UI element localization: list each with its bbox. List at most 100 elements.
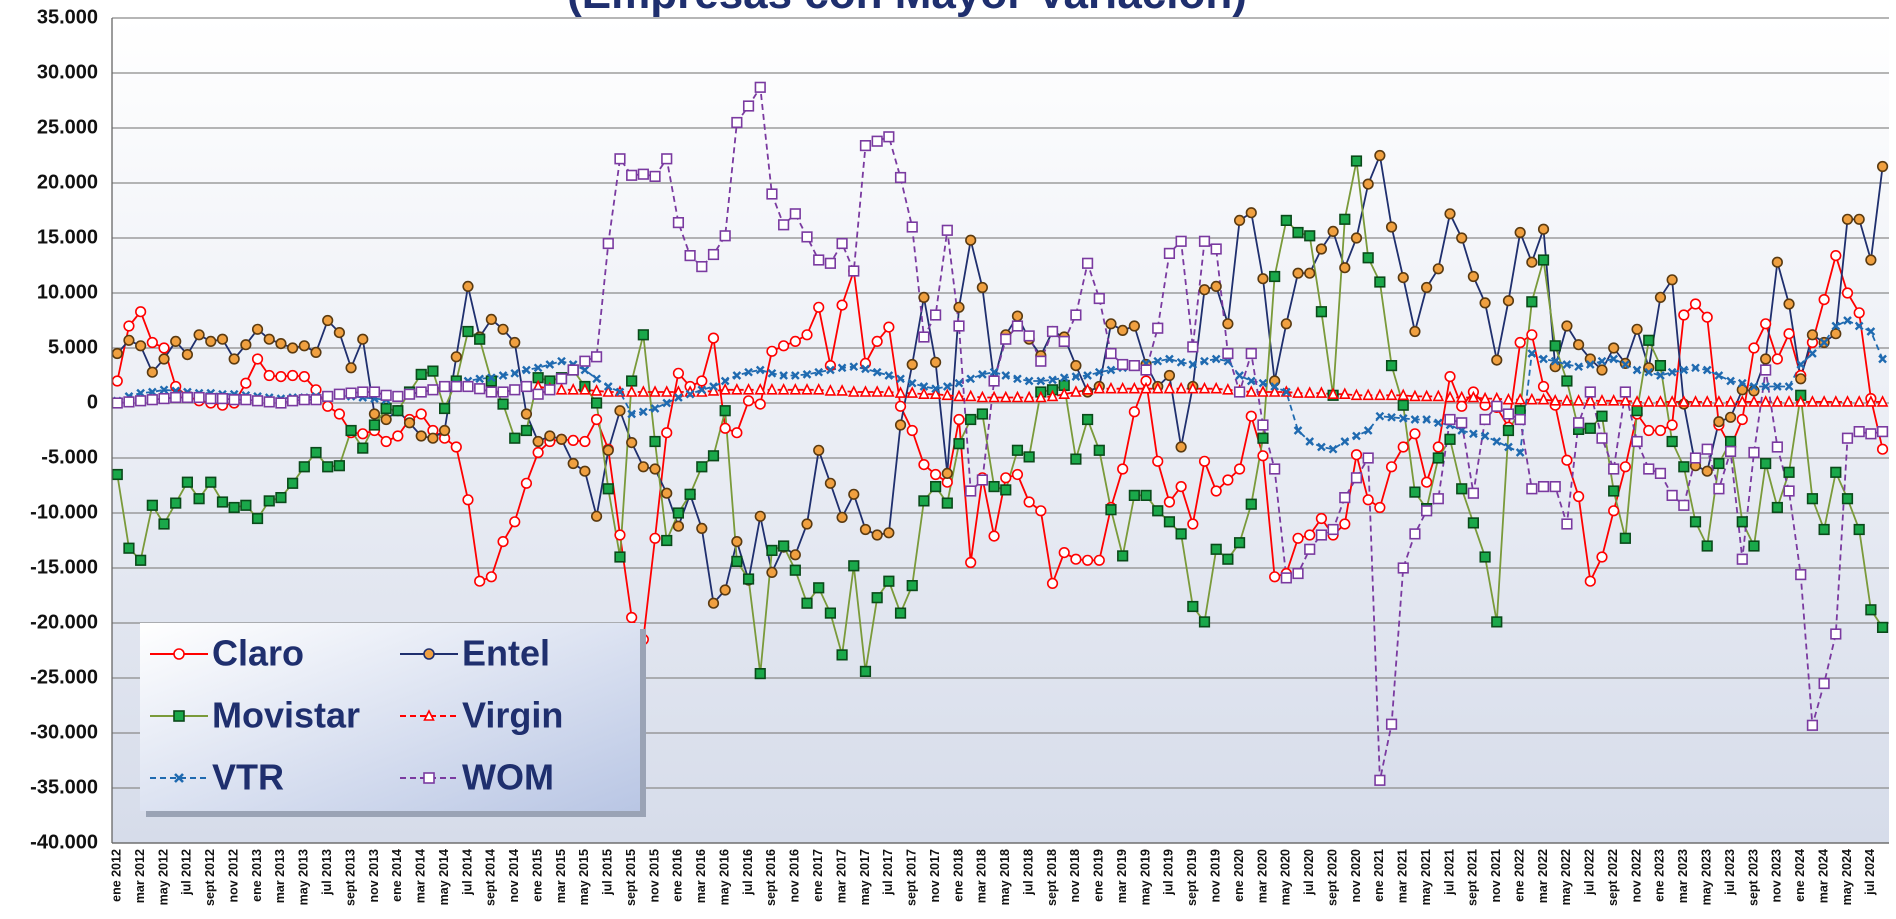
- marker: [1187, 600, 1199, 613]
- series-markers: [111, 81, 1889, 786]
- marker: [1070, 360, 1082, 372]
- marker: [1678, 395, 1690, 407]
- x-tick-label: ene 2021: [1372, 849, 1386, 902]
- x-tick-label: mar 2015: [554, 849, 568, 903]
- marker: [1467, 270, 1479, 283]
- marker: [1046, 577, 1059, 590]
- marker: [906, 358, 918, 371]
- marker: [263, 495, 275, 507]
- marker: [1269, 270, 1281, 283]
- marker: [965, 234, 977, 246]
- marker: [1865, 254, 1877, 266]
- marker: [228, 501, 240, 514]
- marker: [1608, 342, 1620, 354]
- marker: [1643, 463, 1655, 475]
- marker: [661, 534, 673, 547]
- marker: [1678, 309, 1690, 321]
- marker: [813, 444, 825, 456]
- marker: [1397, 399, 1409, 411]
- marker: [1152, 455, 1164, 467]
- marker: [1011, 444, 1024, 456]
- marker: [1773, 382, 1782, 391]
- marker: [1235, 371, 1244, 380]
- x-tick-label: may 2015: [577, 849, 591, 905]
- marker: [1304, 529, 1316, 541]
- marker: [871, 385, 883, 397]
- marker: [1643, 334, 1655, 346]
- marker: [789, 208, 801, 220]
- marker: [1140, 364, 1152, 376]
- marker: [1584, 422, 1596, 434]
- marker: [158, 353, 170, 365]
- marker: [1631, 405, 1643, 417]
- marker: [1070, 309, 1082, 321]
- marker: [1374, 276, 1386, 288]
- marker: [1584, 575, 1596, 587]
- marker: [1456, 417, 1468, 429]
- marker: [1537, 480, 1550, 493]
- marker: [789, 335, 801, 348]
- marker: [1409, 389, 1421, 402]
- marker: [742, 100, 755, 112]
- x-tick-label: mar 2013: [273, 849, 287, 903]
- y-tick-label: 20.000: [37, 171, 98, 193]
- marker: [1385, 718, 1398, 730]
- marker: [111, 468, 123, 481]
- marker: [1070, 453, 1082, 465]
- marker: [555, 373, 568, 385]
- marker: [802, 370, 812, 379]
- marker: [1362, 494, 1374, 506]
- x-tick-label: may 2018: [998, 849, 1012, 905]
- marker: [439, 424, 451, 437]
- marker: [742, 573, 755, 585]
- marker: [742, 395, 755, 407]
- marker: [1106, 365, 1116, 375]
- x-tick-label: nov 2016: [788, 849, 802, 903]
- marker: [1210, 485, 1222, 497]
- marker: [1011, 320, 1024, 332]
- marker: [1093, 444, 1105, 456]
- marker: [697, 385, 707, 395]
- marker: [146, 499, 158, 511]
- marker: [590, 384, 603, 396]
- marker: [1854, 321, 1864, 331]
- marker: [649, 170, 661, 183]
- x-tick-label: nov 2021: [1489, 849, 1503, 903]
- marker: [181, 349, 194, 361]
- marker: [918, 387, 930, 399]
- marker: [159, 385, 169, 395]
- x-tick-label: mar 2014: [414, 849, 428, 903]
- marker: [755, 365, 765, 375]
- x-tick-label: ene 2019: [1092, 849, 1106, 902]
- marker: [1163, 369, 1176, 382]
- marker: [1035, 355, 1047, 367]
- marker: [824, 384, 837, 396]
- marker: [1667, 367, 1677, 377]
- marker: [941, 467, 953, 480]
- marker: [1808, 349, 1817, 358]
- marker: [894, 607, 907, 619]
- marker: [988, 480, 1000, 493]
- marker: [1153, 356, 1163, 366]
- marker: [1024, 376, 1034, 386]
- marker: [345, 362, 357, 374]
- marker: [287, 369, 299, 382]
- legend-label: Movistar: [212, 695, 360, 736]
- y-tick-label: 35.000: [37, 6, 98, 28]
- marker: [111, 397, 123, 409]
- marker: [1631, 435, 1643, 448]
- marker: [1760, 457, 1772, 470]
- marker: [1048, 375, 1057, 385]
- marker: [918, 331, 930, 343]
- marker: [1642, 395, 1655, 407]
- marker: [1666, 274, 1678, 286]
- marker: [1469, 429, 1478, 439]
- marker: [1187, 341, 1199, 353]
- marker: [731, 116, 743, 129]
- marker: [555, 433, 568, 445]
- marker: [976, 390, 989, 403]
- x-tick-label: nov 2023: [1770, 849, 1784, 903]
- marker: [345, 387, 357, 399]
- marker: [380, 435, 392, 448]
- marker: [1245, 498, 1257, 510]
